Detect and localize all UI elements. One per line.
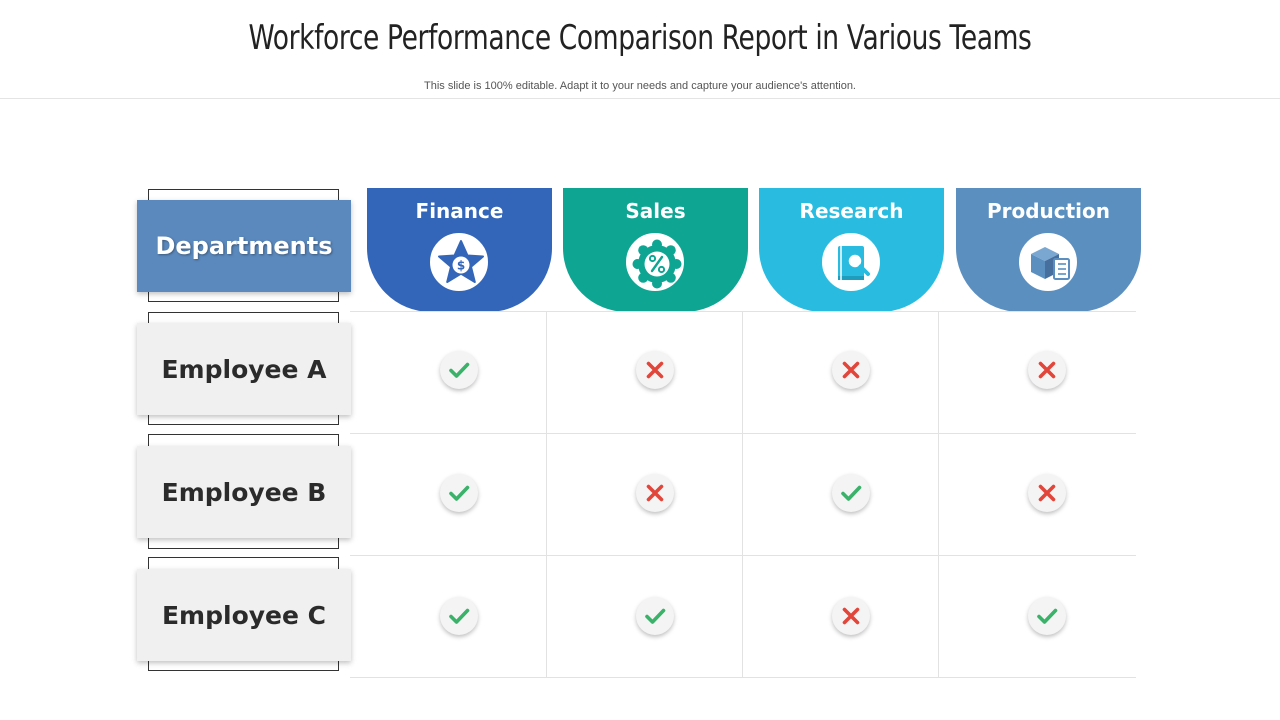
row-label-employee-a: Employee A [137,323,351,415]
page-subtitle: This slide is 100% editable. Adapt it to… [424,80,856,92]
grid-line [742,312,743,677]
check-icon [832,474,870,512]
check-icon [440,597,478,635]
check-icon [440,474,478,512]
cross-icon [832,597,870,635]
page-title: Workforce Performance Comparison Report … [248,18,1032,58]
grid-line [350,311,1136,312]
grid-line [546,312,547,677]
grid-line [350,677,1136,678]
check-icon [440,351,478,389]
svg-text:$: $ [457,259,465,273]
cross-icon [832,351,870,389]
cross-icon [1028,351,1066,389]
department-name: Sales [625,199,686,223]
department-header-production: Production [956,188,1141,312]
box-checklist-icon [1017,231,1079,293]
check-icon [636,597,674,635]
department-header-finance: Finance $ [367,188,552,312]
grid-line [350,555,1136,556]
grid-line [938,312,939,677]
department-name: Production [986,199,1111,223]
department-header-sales: Sales [563,188,748,312]
department-name: Finance [415,199,504,223]
department-header-research: Research [759,188,944,312]
cross-icon [636,351,674,389]
percent-badge-icon [624,231,686,293]
star-dollar-icon: $ [428,231,490,293]
cross-icon [636,474,674,512]
header-divider [0,98,1280,99]
cross-icon [1028,474,1066,512]
departments-label: Departments [137,200,351,292]
grid-line [350,433,1136,434]
row-label-employee-b: Employee B [137,446,351,538]
department-name: Research [799,199,904,223]
row-label-employee-c: Employee C [137,569,351,661]
check-icon [1028,597,1066,635]
book-search-icon [820,231,882,293]
